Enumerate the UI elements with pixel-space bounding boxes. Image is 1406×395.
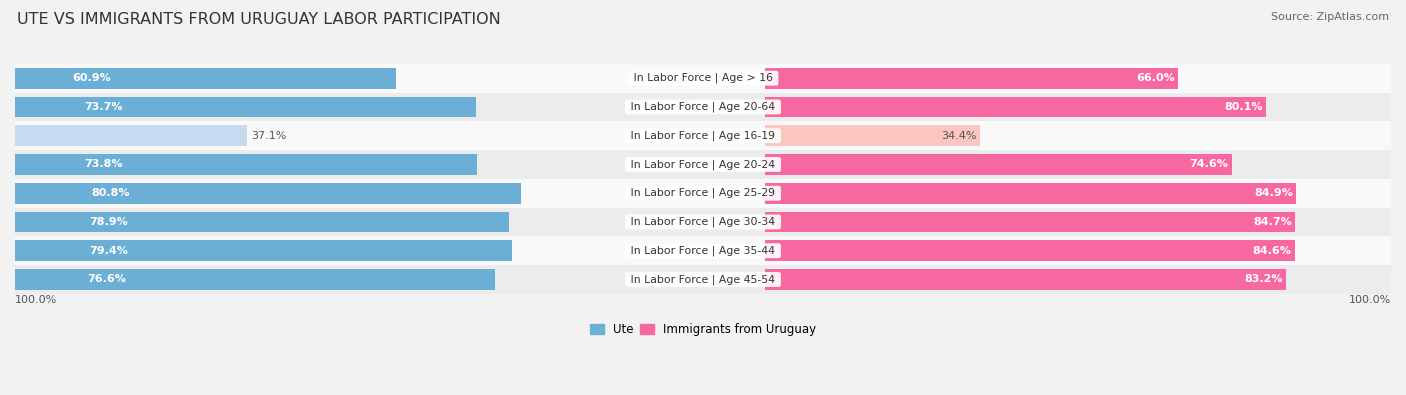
Bar (15, 92, 1391, 121)
Bar (15, 269, 495, 290)
Bar (765, 269, 1286, 290)
Text: In Labor Force | Age 16-19: In Labor Force | Age 16-19 (627, 130, 779, 141)
Bar (15, 179, 1391, 208)
Text: 84.9%: 84.9% (1254, 188, 1294, 198)
Text: 73.7%: 73.7% (84, 102, 122, 112)
Text: 73.8%: 73.8% (84, 160, 122, 169)
Text: 76.6%: 76.6% (87, 275, 125, 284)
Bar (15, 97, 477, 117)
Text: 80.1%: 80.1% (1225, 102, 1263, 112)
Text: In Labor Force | Age 20-64: In Labor Force | Age 20-64 (627, 102, 779, 112)
Text: In Labor Force | Age 30-34: In Labor Force | Age 30-34 (627, 217, 779, 227)
Bar (15, 236, 1391, 265)
Bar (15, 68, 396, 88)
Text: 83.2%: 83.2% (1244, 275, 1282, 284)
Text: In Labor Force | Age 35-44: In Labor Force | Age 35-44 (627, 245, 779, 256)
Text: Source: ZipAtlas.com: Source: ZipAtlas.com (1271, 12, 1389, 22)
Bar (765, 154, 1232, 175)
Text: In Labor Force | Age 45-54: In Labor Force | Age 45-54 (627, 274, 779, 285)
Text: 84.7%: 84.7% (1253, 217, 1292, 227)
Text: 66.0%: 66.0% (1136, 73, 1174, 83)
Text: 80.8%: 80.8% (91, 188, 129, 198)
Bar (765, 183, 1296, 203)
Bar (15, 125, 247, 146)
Text: 100.0%: 100.0% (15, 295, 58, 305)
Text: 37.1%: 37.1% (250, 131, 285, 141)
Bar (15, 121, 1391, 150)
Text: 79.4%: 79.4% (90, 246, 128, 256)
Text: In Labor Force | Age 25-29: In Labor Force | Age 25-29 (627, 188, 779, 198)
Bar (15, 241, 512, 261)
Bar (765, 125, 980, 146)
Bar (15, 208, 1391, 236)
Bar (15, 183, 520, 203)
Text: 74.6%: 74.6% (1189, 160, 1229, 169)
Text: In Labor Force | Age > 16: In Labor Force | Age > 16 (630, 73, 776, 83)
Text: In Labor Force | Age 20-24: In Labor Force | Age 20-24 (627, 159, 779, 170)
Bar (15, 212, 509, 232)
Bar (15, 64, 1391, 92)
Text: UTE VS IMMIGRANTS FROM URUGUAY LABOR PARTICIPATION: UTE VS IMMIGRANTS FROM URUGUAY LABOR PAR… (17, 12, 501, 27)
Bar (15, 154, 477, 175)
Text: 100.0%: 100.0% (1348, 295, 1391, 305)
Bar (15, 265, 1391, 294)
Text: 34.4%: 34.4% (942, 131, 977, 141)
Bar (765, 68, 1178, 88)
Text: 78.9%: 78.9% (89, 217, 128, 227)
Text: 84.6%: 84.6% (1253, 246, 1291, 256)
Text: 60.9%: 60.9% (72, 73, 111, 83)
Bar (765, 241, 1295, 261)
Bar (765, 97, 1267, 117)
Bar (15, 150, 1391, 179)
Legend: Ute, Immigrants from Uruguay: Ute, Immigrants from Uruguay (585, 318, 821, 340)
Bar (765, 212, 1295, 232)
